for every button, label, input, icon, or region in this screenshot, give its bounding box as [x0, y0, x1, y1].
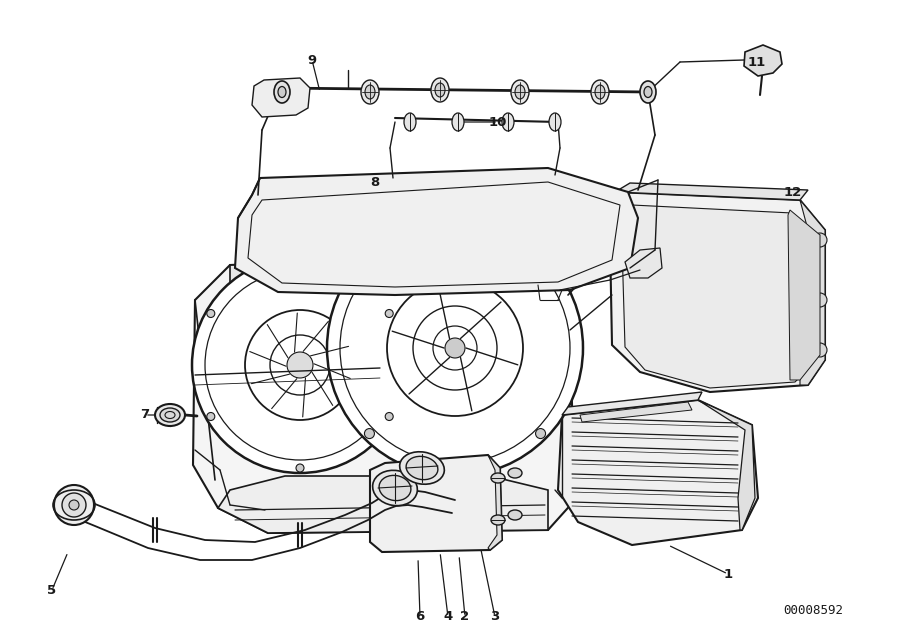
Circle shape	[69, 500, 79, 510]
Circle shape	[445, 338, 465, 358]
Circle shape	[433, 326, 477, 370]
Ellipse shape	[435, 83, 445, 97]
Ellipse shape	[644, 86, 652, 98]
Text: 11: 11	[748, 55, 766, 69]
Polygon shape	[370, 455, 502, 552]
Polygon shape	[622, 205, 812, 388]
Circle shape	[207, 309, 215, 318]
Ellipse shape	[491, 473, 505, 483]
Polygon shape	[235, 168, 638, 295]
Ellipse shape	[373, 471, 418, 505]
Ellipse shape	[406, 457, 438, 479]
Text: 8: 8	[371, 177, 380, 189]
Text: 2: 2	[461, 610, 470, 624]
Circle shape	[813, 343, 827, 357]
Ellipse shape	[640, 81, 656, 103]
Text: 5: 5	[48, 584, 57, 596]
Polygon shape	[193, 255, 575, 533]
Polygon shape	[788, 210, 820, 380]
Ellipse shape	[508, 510, 522, 520]
Polygon shape	[615, 183, 808, 200]
Circle shape	[192, 257, 408, 473]
Ellipse shape	[595, 85, 605, 99]
Circle shape	[385, 309, 393, 318]
Circle shape	[413, 306, 497, 390]
Ellipse shape	[361, 80, 379, 104]
Text: 12: 12	[784, 187, 802, 199]
Polygon shape	[580, 402, 692, 422]
Ellipse shape	[511, 80, 529, 104]
Ellipse shape	[591, 80, 609, 104]
Circle shape	[536, 257, 545, 267]
Ellipse shape	[400, 451, 445, 485]
Ellipse shape	[431, 78, 449, 102]
Ellipse shape	[508, 468, 522, 478]
Polygon shape	[252, 78, 310, 117]
Circle shape	[207, 413, 215, 420]
Polygon shape	[744, 45, 782, 76]
Polygon shape	[698, 400, 755, 530]
Polygon shape	[625, 248, 662, 278]
Circle shape	[387, 280, 523, 416]
Polygon shape	[562, 392, 702, 415]
Text: 00008592: 00008592	[783, 603, 843, 617]
Ellipse shape	[515, 85, 525, 99]
Polygon shape	[488, 455, 502, 550]
Text: 1: 1	[724, 568, 733, 580]
Circle shape	[364, 257, 374, 267]
Circle shape	[327, 220, 583, 476]
Ellipse shape	[379, 476, 411, 500]
Ellipse shape	[160, 408, 180, 422]
Polygon shape	[800, 200, 825, 385]
Ellipse shape	[452, 113, 464, 131]
Circle shape	[287, 352, 313, 378]
Circle shape	[340, 233, 570, 463]
Text: 6: 6	[416, 610, 425, 624]
Text: 7: 7	[140, 408, 149, 422]
Polygon shape	[610, 192, 825, 392]
Circle shape	[296, 464, 304, 472]
Ellipse shape	[502, 113, 514, 131]
Polygon shape	[558, 400, 758, 545]
Circle shape	[813, 233, 827, 247]
Ellipse shape	[404, 113, 416, 131]
Circle shape	[296, 258, 304, 266]
Circle shape	[54, 485, 94, 525]
Ellipse shape	[365, 85, 375, 99]
Ellipse shape	[278, 86, 286, 98]
Polygon shape	[218, 476, 548, 533]
Circle shape	[62, 493, 86, 517]
Circle shape	[364, 429, 374, 439]
Ellipse shape	[549, 113, 561, 131]
Ellipse shape	[274, 81, 290, 103]
Text: 3: 3	[491, 610, 500, 624]
Ellipse shape	[491, 515, 505, 525]
Ellipse shape	[155, 404, 185, 426]
Circle shape	[536, 429, 545, 439]
Circle shape	[270, 335, 330, 395]
Circle shape	[813, 293, 827, 307]
Text: 9: 9	[308, 53, 317, 67]
Polygon shape	[230, 255, 555, 300]
Circle shape	[205, 270, 395, 460]
Circle shape	[385, 413, 393, 420]
Text: 10: 10	[489, 116, 508, 128]
Circle shape	[245, 310, 355, 420]
Text: 4: 4	[444, 610, 453, 624]
